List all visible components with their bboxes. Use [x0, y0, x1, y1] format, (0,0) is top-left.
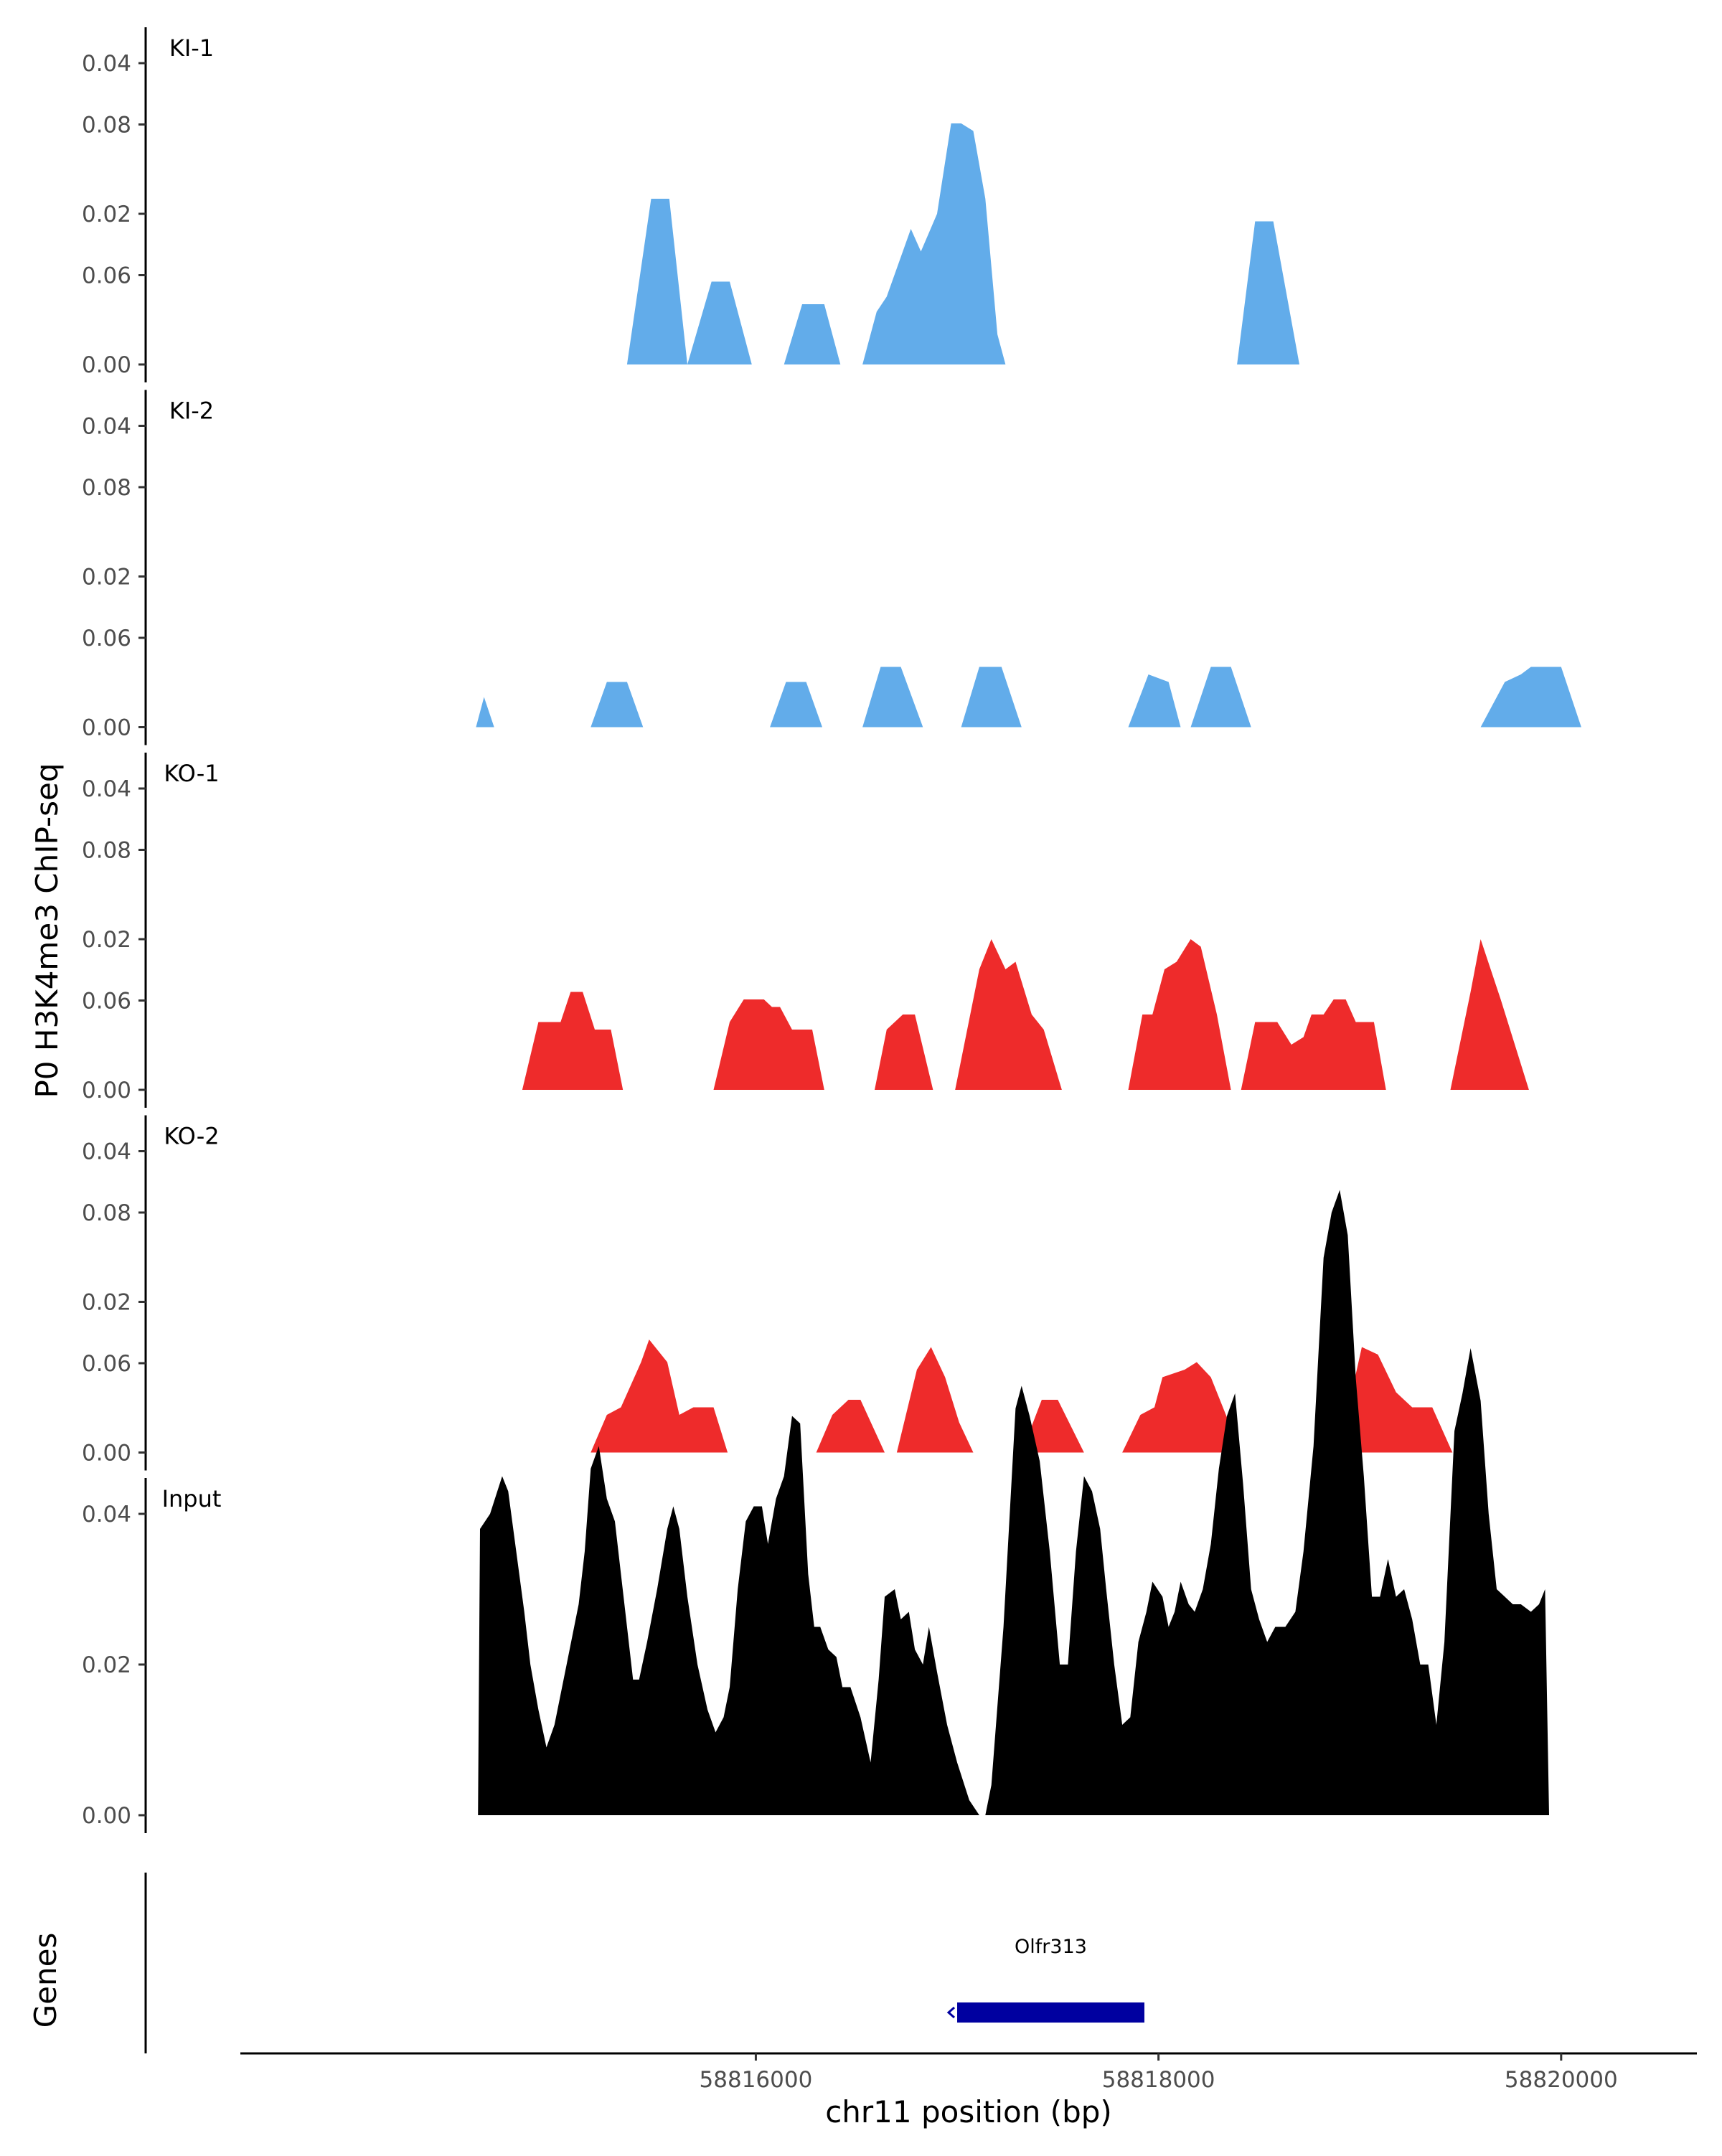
track-ko-1: 0.00 0.02 0.04 0.06 0.08 KO-1 — [82, 475, 1529, 1108]
y-axis-title: P0 H3K4me3 ChIP-seq — [29, 763, 65, 1098]
track-label-ki-2: KI-2 — [169, 397, 214, 425]
y-tick-label-input: 0.04 — [82, 1502, 131, 1527]
y-tick-label-input: 0.08 — [82, 1200, 131, 1226]
y-tick-label-ki-1: 0.02 — [82, 202, 131, 227]
y-tick-label-ko-2: 0.02 — [82, 1290, 131, 1316]
y-tick-label-ko-1: 0.02 — [82, 927, 131, 953]
y-tick-label-ko-2: 0.04 — [82, 1139, 131, 1165]
signal-area-ki-2 — [476, 667, 1581, 728]
y-tick-label-ko-1: 0.08 — [82, 475, 131, 501]
track-input: 0.00 0.02 0.04 0.06 0.08 Input — [82, 1190, 1550, 1833]
y-tick-label-ko-2: 0.06 — [82, 989, 131, 1015]
genes-panel: Genes Olfr313 — [28, 1873, 1144, 2053]
y-tick-label-ki-2: 0.00 — [82, 715, 131, 741]
y-tick-label-ki-1: 0.04 — [82, 51, 131, 77]
track-ki-2: 0.00 0.02 0.04 0.06 0.08 KI-2 — [82, 113, 1581, 745]
y-tick-label-ko-2: 0.00 — [82, 1441, 131, 1467]
track-label-input: Input — [162, 1485, 222, 1512]
gene-body-olfr313 — [957, 2002, 1144, 2023]
y-tick-label-ko-1: 0.06 — [82, 626, 131, 651]
genes-panel-title: Genes — [28, 1933, 63, 2028]
tracks-layer: 0.00 0.02 0.04 0.06 0.08 KI-1 0.00 0.02 0.04 0.06… — [82, 27, 1581, 1833]
y-tick-label-ki-2: 0.06 — [82, 263, 131, 289]
y-tick-label-ki-2: 0.02 — [82, 565, 131, 590]
signal-area-input — [478, 1190, 1550, 1815]
signal-area-ko-2 — [591, 1340, 1453, 1453]
x-tick-label: 58816000 — [700, 2067, 813, 2093]
gene-label-olfr313: Olfr313 — [1015, 1936, 1087, 1958]
x-axis: chr11 position (bp) 58816000 58818000 5882… — [240, 2052, 1697, 2129]
x-axis-title: chr11 position (bp) — [825, 2094, 1112, 2129]
y-tick-label-input: 0.02 — [82, 1652, 131, 1678]
signal-area-ko-1 — [522, 939, 1529, 1090]
y-tick-label-ki-1: 0.00 — [82, 352, 131, 378]
track-label-ki-1: KI-1 — [169, 34, 214, 62]
y-tick-label-ki-2: 0.08 — [82, 113, 131, 138]
y-tick-label-ko-1: 0.00 — [82, 1078, 131, 1103]
track-label-ko-2: KO-2 — [164, 1123, 219, 1150]
gene-olfr313: Olfr313 — [946, 1936, 1144, 2023]
track-ko-2: 0.00 0.02 0.04 0.06 0.08 KO-2 — [82, 838, 1453, 1471]
track-label-ko-1: KO-1 — [164, 760, 219, 787]
y-tick-label-ki-2: 0.04 — [82, 414, 131, 440]
y-tick-label-input: 0.06 — [82, 1351, 131, 1377]
x-tick-label: 58818000 — [1102, 2067, 1215, 2093]
y-tick-label-ko-2: 0.08 — [82, 838, 131, 864]
track-ki-1: 0.00 0.02 0.04 0.06 0.08 KI-1 — [82, 27, 1299, 382]
x-tick-label: 58820000 — [1505, 2067, 1618, 2093]
gene-strand-arrow-olfr313 — [946, 2006, 956, 2019]
y-tick-label-ko-1: 0.04 — [82, 776, 131, 802]
y-tick-label-input: 0.00 — [82, 1803, 131, 1829]
signal-area-ki-1 — [626, 123, 1299, 364]
